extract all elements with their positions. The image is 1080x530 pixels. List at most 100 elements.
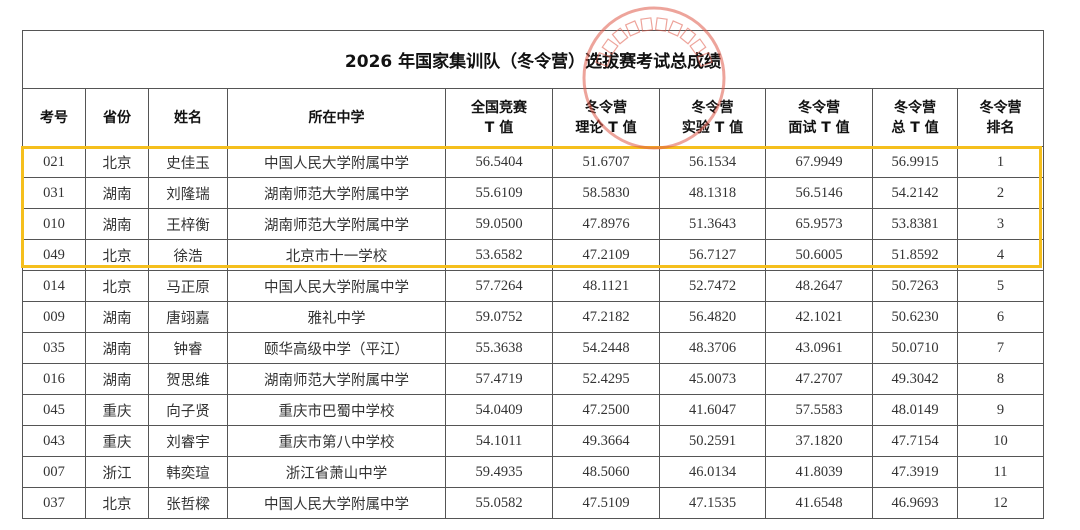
cell-theory-t: 47.8976 [552, 208, 660, 240]
table-row: 007 浙江 韩奕瑄 浙江省萧山中学 59.4935 48.5060 46.0134 41.8… [22, 456, 1045, 488]
cell-national-t: 54.0409 [445, 394, 553, 426]
header-label: T 值 [484, 119, 514, 136]
cell-exam-id: 014 [22, 270, 86, 302]
cell-interview-t: 42.1021 [765, 301, 873, 333]
header-label: 省份 [103, 109, 131, 126]
cell-name: 钟睿 [148, 332, 228, 364]
table-row: 031 湖南 刘隆瑞 湖南师范大学附属中学 55.6109 58.5830 48.1318 5… [22, 177, 1045, 209]
table-row: 021 北京 史佳玉 中国人民大学附属中学 56.5404 51.6707 56.1534 6… [22, 146, 1045, 178]
cell-theory-t: 48.1121 [552, 270, 660, 302]
cell-national-t: 57.4719 [445, 363, 553, 395]
table-title: 2026 年国家集训队（冬令营）选拔赛考试总成绩 [21, 30, 1045, 89]
cell-interview-t: 48.2647 [765, 270, 873, 302]
cell-lab-t: 45.0073 [659, 363, 766, 395]
cell-exam-id: 049 [22, 239, 86, 271]
cell-exam-id: 035 [22, 332, 86, 364]
header-exam-id: 考号 [22, 88, 86, 147]
cell-total-t: 47.7154 [872, 425, 958, 457]
cell-theory-t: 47.5109 [552, 487, 660, 519]
cell-province: 湖南 [85, 208, 149, 240]
cell-name: 王梓衡 [148, 208, 228, 240]
cell-rank: 9 [956, 394, 1045, 426]
cell-school: 重庆市巴蜀中学校 [227, 394, 446, 426]
cell-name: 史佳玉 [148, 146, 228, 178]
cell-name: 刘隆瑞 [148, 177, 228, 209]
cell-interview-t: 65.9573 [765, 208, 873, 240]
cell-school: 湖南师范大学附属中学 [227, 363, 446, 395]
header-interview-t: 冬令营 面试 T 值 [765, 88, 873, 147]
header-label: 面试 T 值 [788, 119, 850, 136]
header-province: 省份 [85, 88, 149, 147]
cell-national-t: 59.4935 [445, 456, 553, 488]
cell-national-t: 54.1011 [445, 425, 553, 457]
cell-province: 湖南 [85, 301, 149, 333]
cell-school: 湖南师范大学附属中学 [227, 208, 446, 240]
cell-exam-id: 010 [22, 208, 86, 240]
header-label: 实验 T 值 [681, 119, 744, 136]
cell-theory-t: 51.6707 [552, 146, 660, 178]
cell-province: 北京 [85, 487, 149, 519]
cell-total-t: 50.0710 [872, 332, 958, 364]
cell-name: 向子贤 [148, 394, 228, 426]
cell-name: 韩奕瑄 [148, 456, 228, 488]
header-label: 全国竞赛 [471, 99, 527, 116]
cell-interview-t: 37.1820 [765, 425, 873, 457]
cell-rank: 11 [956, 456, 1045, 488]
cell-rank: 7 [956, 332, 1045, 364]
cell-lab-t: 50.2591 [659, 425, 766, 457]
cell-interview-t: 43.0961 [765, 332, 873, 364]
table-row: 016 湖南 贺思维 湖南师范大学附属中学 57.4719 52.4295 45.0073 4… [22, 363, 1045, 395]
cell-exam-id: 037 [22, 487, 86, 519]
header-national-t: 全国竞赛 T 值 [445, 88, 553, 147]
cell-total-t: 50.6230 [872, 301, 958, 333]
cell-rank: 8 [956, 363, 1045, 395]
table-row: 014 北京 马正原 中国人民大学附属中学 57.7264 48.1121 52.7472 4… [22, 270, 1045, 302]
header-school: 所在中学 [227, 88, 446, 147]
table-row: 037 北京 张哲樑 中国人民大学附属中学 55.0582 47.5109 47.1535 4… [22, 487, 1045, 519]
score-table-container: 2026 年国家集训队（冬令营）选拔赛考试总成绩 考号 省份 姓名 所在中学 全国竞赛 T… [21, 30, 1045, 519]
cell-interview-t: 67.9949 [765, 146, 873, 178]
cell-lab-t: 46.0134 [659, 456, 766, 488]
cell-lab-t: 47.1535 [659, 487, 766, 519]
cell-lab-t: 41.6047 [659, 394, 766, 426]
cell-exam-id: 045 [22, 394, 86, 426]
cell-theory-t: 48.5060 [552, 456, 660, 488]
cell-interview-t: 41.6548 [765, 487, 873, 519]
cell-exam-id: 009 [22, 301, 86, 333]
cell-total-t: 47.3919 [872, 456, 958, 488]
header-name: 姓名 [148, 88, 228, 147]
cell-total-t: 50.7263 [872, 270, 958, 302]
cell-name: 徐浩 [148, 239, 228, 271]
table-row: 043 重庆 刘睿宇 重庆市第八中学校 54.1011 49.3664 50.2591 37.… [22, 425, 1045, 457]
cell-interview-t: 56.5146 [765, 177, 873, 209]
cell-name: 贺思维 [148, 363, 228, 395]
cell-theory-t: 47.2109 [552, 239, 660, 271]
cell-province: 重庆 [85, 425, 149, 457]
cell-school: 北京市十一学校 [227, 239, 446, 271]
cell-interview-t: 47.2707 [765, 363, 873, 395]
header-label: 考号 [40, 109, 68, 126]
cell-lab-t: 52.7472 [659, 270, 766, 302]
header-rank: 冬令营 排名 [956, 88, 1045, 147]
cell-exam-id: 031 [22, 177, 86, 209]
header-label: 所在中学 [308, 109, 365, 126]
cell-exam-id: 007 [22, 456, 86, 488]
cell-school: 湖南师范大学附属中学 [227, 177, 446, 209]
cell-national-t: 59.0500 [445, 208, 553, 240]
cell-total-t: 49.3042 [872, 363, 958, 395]
cell-exam-id: 016 [22, 363, 86, 395]
header-label: 姓名 [174, 109, 202, 126]
table-row: 049 北京 徐浩 北京市十一学校 53.6582 47.2109 56.7127 50.60… [22, 239, 1045, 271]
cell-lab-t: 56.7127 [659, 239, 766, 271]
cell-name: 唐翊嘉 [148, 301, 228, 333]
cell-interview-t: 41.8039 [765, 456, 873, 488]
cell-rank: 2 [956, 177, 1045, 209]
cell-province: 湖南 [85, 332, 149, 364]
table-row: 010 湖南 王梓衡 湖南师范大学附属中学 59.0500 47.8976 51.3643 6… [22, 208, 1045, 240]
cell-exam-id: 043 [22, 425, 86, 457]
cell-total-t: 54.2142 [872, 177, 958, 209]
cell-lab-t: 51.3643 [659, 208, 766, 240]
header-label: 冬令营 [979, 99, 1022, 116]
header-row: 考号 省份 姓名 所在中学 全国竞赛 T 值冬令营 理论 T 值冬令营 实验 T 值冬令营 面试… [22, 88, 1045, 147]
cell-theory-t: 54.2448 [552, 332, 660, 364]
